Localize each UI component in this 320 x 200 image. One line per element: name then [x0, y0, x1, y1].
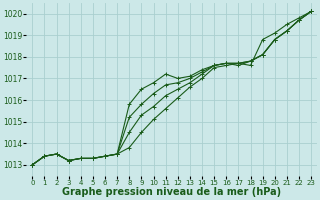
X-axis label: Graphe pression niveau de la mer (hPa): Graphe pression niveau de la mer (hPa): [62, 187, 281, 197]
